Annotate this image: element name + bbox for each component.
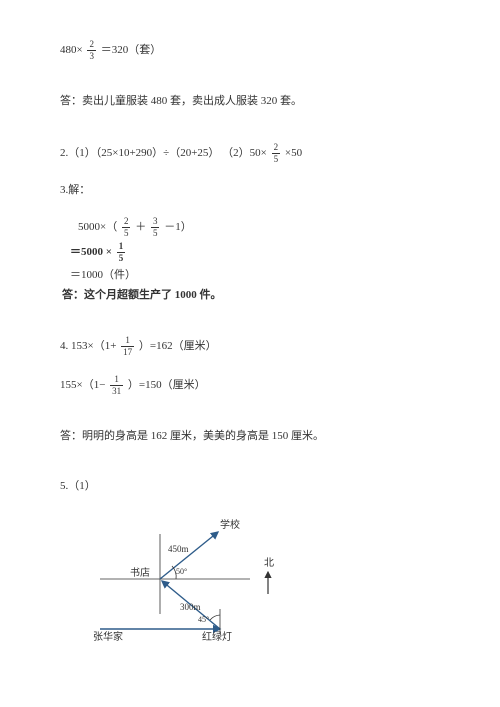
p2-right: ×50 bbox=[285, 147, 302, 159]
expr-1: 480× 2 3 ＝320（套） bbox=[60, 40, 440, 61]
direction-diagram: 学校 书店 张华家 红绿灯 北 450m 300m 50° 45° bbox=[90, 514, 290, 644]
label-school: 学校 bbox=[220, 518, 240, 531]
math-document: 480× 2 3 ＝320（套） 答：卖出儿童服装 480 套，卖出成人服装 3… bbox=[0, 0, 500, 664]
problem-3-label: 3.解： bbox=[60, 182, 440, 200]
problem-4b: 155×（1− 1 31 ）=150（厘米） bbox=[60, 375, 440, 396]
fraction-1-31: 1 31 bbox=[110, 375, 123, 396]
answer-1: 答：卖出儿童服装 480 套，卖出成人服装 320 套。 bbox=[60, 93, 440, 111]
fraction-a: 2 5 bbox=[122, 217, 131, 238]
p2-left: 2.（1）（25×10+290）÷（20+25） （2）50× bbox=[60, 147, 270, 159]
label-50deg: 50° bbox=[176, 567, 187, 576]
label-45deg: 45° bbox=[198, 615, 209, 624]
fraction-b: 3 5 bbox=[151, 217, 160, 238]
problem-5-label: 5.（1） bbox=[60, 478, 440, 496]
fraction-1-17: 1 17 bbox=[121, 336, 134, 357]
p3-step3: ＝1000（件） bbox=[60, 267, 440, 285]
label-north: 北 bbox=[264, 557, 274, 569]
p3-step1: 5000×（ 2 5 ＋ 3 5 －1） bbox=[60, 217, 440, 238]
fraction-2-3: 2 3 bbox=[87, 40, 96, 61]
p3-step2: ＝5000 × 1 5 bbox=[60, 242, 440, 263]
label-light: 红绿灯 bbox=[202, 630, 232, 643]
expr-1-left: 480× bbox=[60, 44, 85, 56]
expr-1-right: ＝320（套） bbox=[101, 44, 162, 56]
label-450m: 450m bbox=[168, 544, 189, 554]
diagram-svg: 学校 书店 张华家 红绿灯 北 450m 300m 50° 45° bbox=[90, 514, 290, 644]
problem-2: 2.（1）（25×10+290）÷（20+25） （2）50× 2 5 ×50 bbox=[60, 143, 440, 164]
label-300m: 300m bbox=[180, 602, 201, 612]
fraction-2-5: 2 5 bbox=[272, 143, 281, 164]
fraction-1-5: 1 5 bbox=[117, 242, 126, 263]
label-zhang: 张华家 bbox=[93, 630, 123, 643]
label-bookstore: 书店 bbox=[130, 566, 150, 579]
answer-4: 答：明明的身高是 162 厘米，美美的身高是 150 厘米。 bbox=[60, 428, 440, 446]
problem-4a: 4. 153×（1+ 1 17 ）=162（厘米） bbox=[60, 336, 440, 357]
answer-3: 答：这个月超额生产了 1000 件。 bbox=[60, 287, 440, 305]
